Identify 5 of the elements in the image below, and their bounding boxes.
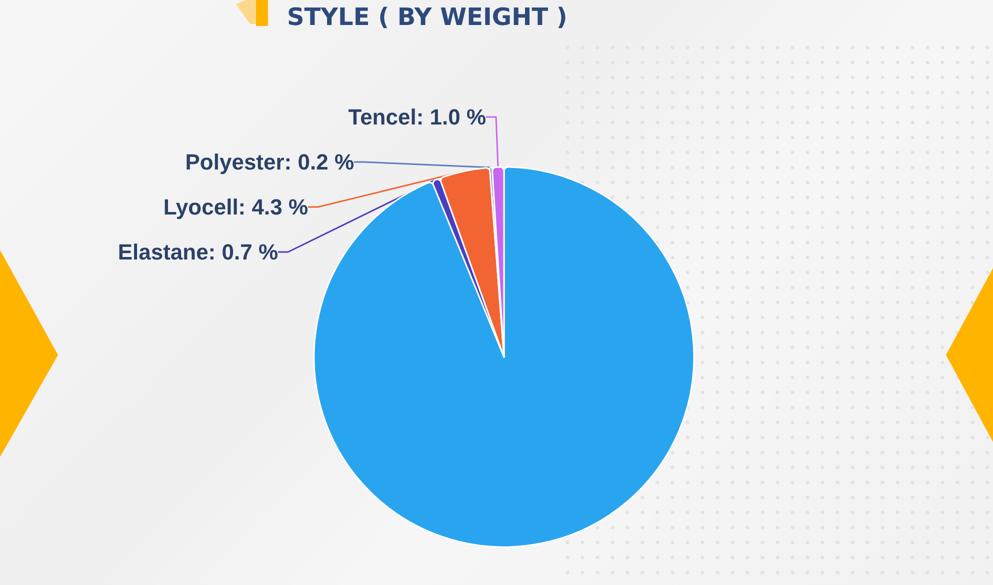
slice-label: Polyester: 0.2 % — [185, 150, 354, 174]
slice-label: Tencel: 1.0 % — [348, 104, 486, 130]
slice-label: Lyocell: 4.3 % — [163, 194, 308, 220]
slice-label: Elastane: 0.7 % — [118, 240, 278, 264]
chart-title: STYLE ( BY WEIGHT ) — [287, 3, 568, 31]
